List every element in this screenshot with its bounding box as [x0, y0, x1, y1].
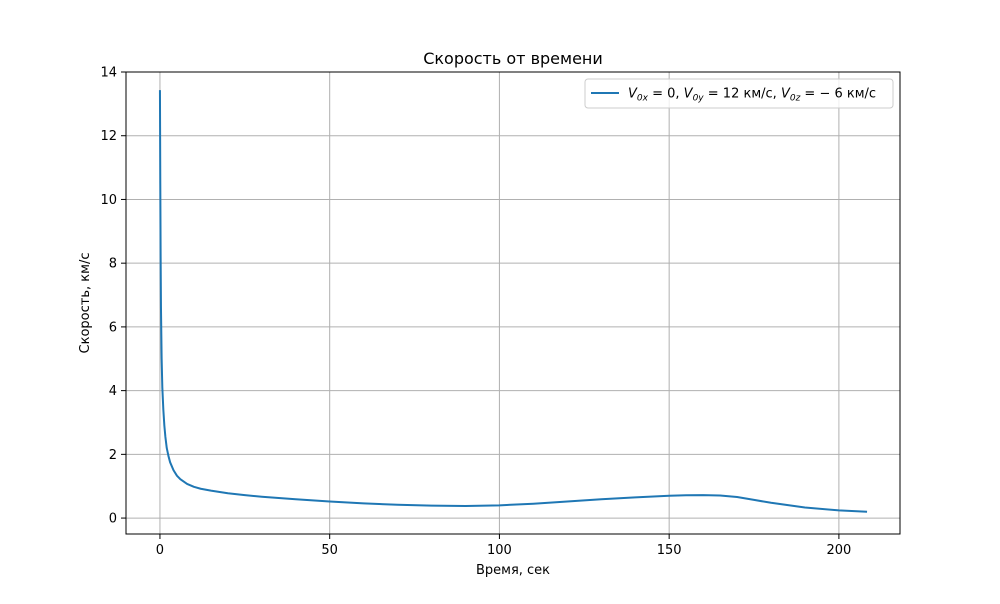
series-line-0 — [158, 90, 868, 513]
y-tick-label: 0 — [109, 512, 117, 527]
legend-v0y: V — [684, 87, 694, 102]
plot-frame — [125, 71, 901, 535]
grid — [126, 71, 900, 534]
x-tick-label: 150 — [657, 543, 682, 558]
y-tick-label: 4 — [109, 384, 117, 399]
x-tick-label: 0 — [156, 543, 164, 558]
x-tick-label: 200 — [826, 543, 851, 558]
legend-v0x: V — [628, 87, 638, 102]
y-tick-label: 8 — [109, 257, 117, 272]
legend-v0x-value: = 0, — [648, 87, 684, 102]
legend: V0x = 0, V0y = 12 км/с, V0z = − 6 км/с — [584, 78, 894, 109]
ticks: 0 50 100 150 200 0 2 4 6 8 10 12 14 — [100, 66, 851, 559]
chart-title: Скорость от времени — [423, 49, 603, 68]
legend-entry: V0x = 0, V0y = 12 км/с, V0z = − 6 км/с — [628, 87, 876, 104]
x-axis-label: Время, сек — [476, 563, 550, 578]
legend-v0z-sub: 0z — [790, 94, 801, 104]
y-tick-label: 12 — [100, 129, 117, 144]
y-tick-label: 14 — [100, 66, 117, 81]
legend-v0z: V — [781, 87, 791, 102]
series-layer — [158, 90, 868, 513]
legend-v0x-sub: 0x — [637, 94, 649, 104]
legend-v0y-value: = 12 км/с, — [704, 87, 781, 102]
y-tick-label: 2 — [109, 448, 117, 463]
y-tick-label: 10 — [100, 193, 117, 208]
legend-v0z-value: = − 6 км/с — [800, 87, 876, 102]
x-tick-label: 100 — [487, 543, 512, 558]
y-axis-label: Скорость, км/с — [78, 253, 93, 354]
y-tick-label: 6 — [109, 320, 117, 335]
x-tick-label: 50 — [321, 543, 338, 558]
legend-v0y-sub: 0y — [693, 94, 705, 104]
legend-box — [584, 78, 894, 109]
